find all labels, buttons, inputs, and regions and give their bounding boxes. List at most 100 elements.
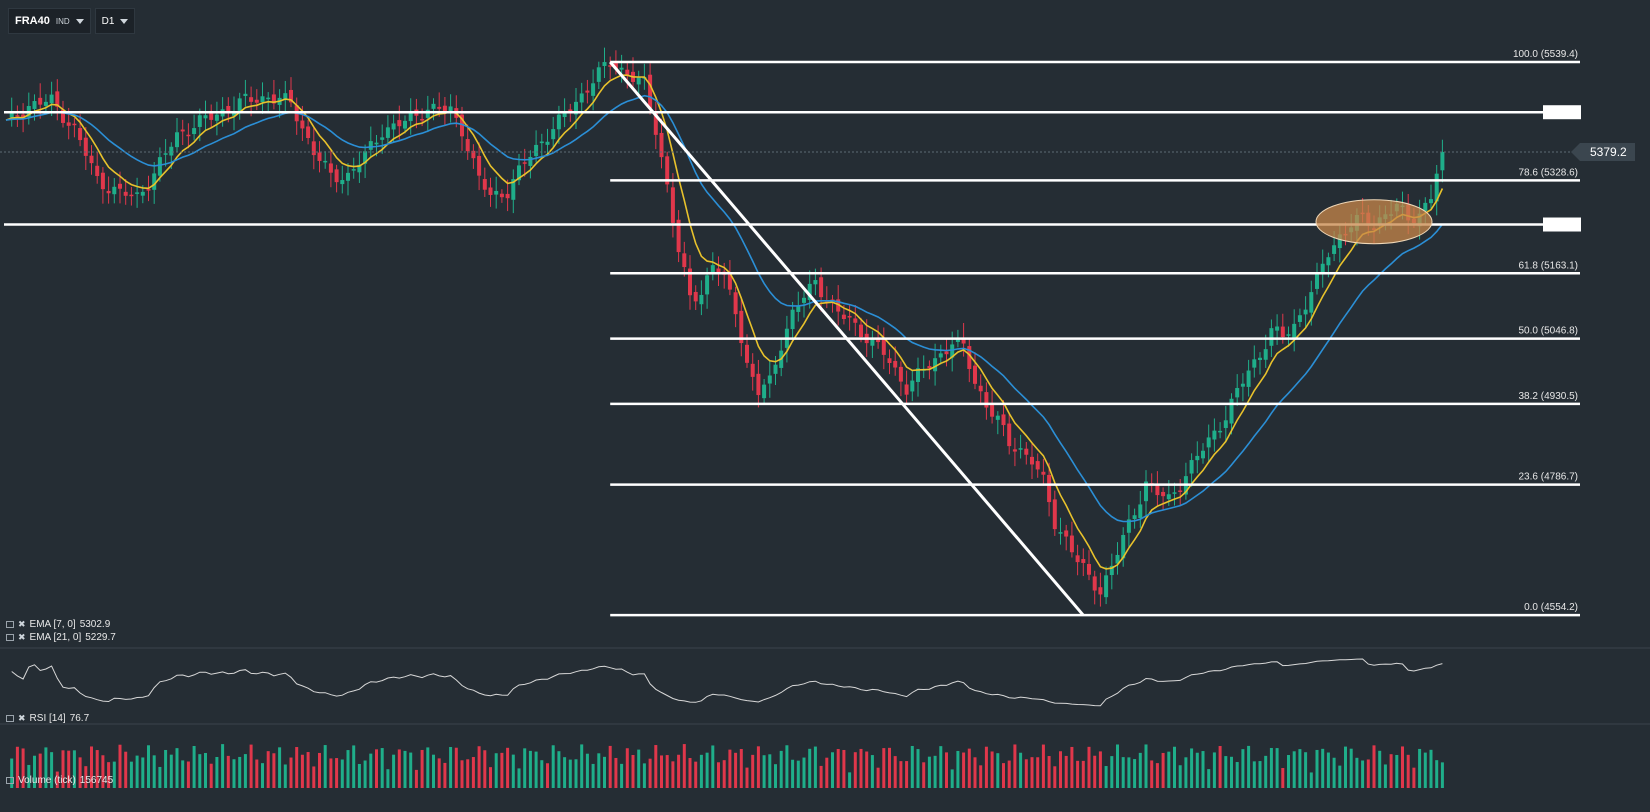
volume-bar [711,745,715,788]
candle-body [1315,272,1319,289]
volume-bar [842,749,846,788]
volume-bar [1338,765,1342,788]
volume-bar [608,745,612,788]
volume-bar [204,752,207,788]
candle-body [1263,349,1268,360]
volume-bar [568,759,572,788]
volume-bar [1292,751,1296,788]
volume-bar [1098,751,1102,788]
volume-bar [785,745,789,788]
candle-body [910,380,915,392]
volume-bar [420,749,424,788]
volume-bar [471,757,475,788]
candle-body [260,96,265,103]
indicator-settings-icon[interactable] [6,621,14,628]
candle-body [152,173,157,190]
volume-bar [278,747,282,788]
volume-bar [1144,744,1148,788]
volume-bar [55,771,59,788]
volume-bar [414,769,418,788]
candle-body [995,415,1000,420]
candle-body [841,314,846,319]
volume-bar [380,748,384,788]
candle-body [186,134,191,137]
candle-body [32,101,37,109]
candle-body [591,83,596,96]
volume-bar [460,760,464,788]
volume-bar [243,754,247,788]
trend-line[interactable] [609,61,1085,617]
candle-body [1429,199,1433,204]
volume-bar [882,748,886,788]
candle-body [1258,357,1262,360]
candle-body [380,137,385,140]
candle-body [750,363,755,377]
volume-bar [1418,748,1422,788]
volume-bar [1110,756,1114,788]
candle-body [425,109,430,118]
level-handle[interactable] [1543,217,1581,232]
volume-bar [1036,757,1040,788]
volume-bar [181,760,185,788]
indicator-settings-icon[interactable] [6,777,14,784]
volume-bar [1030,757,1034,788]
volume-bar [1155,763,1159,788]
volume-bar [323,745,327,788]
volume-bar [1395,754,1399,788]
volume-bar [1355,757,1359,788]
volume-bar [232,759,236,788]
volume-bar [962,752,966,788]
volume-bar [335,758,339,788]
volume-bar [466,759,470,788]
volume-bar [973,757,977,788]
candle-body [271,94,276,104]
fib-level-label: 38.2 (4930.5) [1519,391,1579,402]
close-icon[interactable]: ✖ [18,619,26,629]
volume-bar [819,765,823,788]
close-icon[interactable]: ✖ [18,713,26,723]
volume-bar [437,758,441,788]
volume-bar [329,758,333,788]
candle-body [1007,423,1012,447]
ema-slow-line [5,94,1444,523]
volume-bar [551,745,555,788]
candle-body [1104,575,1109,598]
volume-bar [272,753,276,788]
volume-bar [625,748,629,788]
candle-body [773,364,778,374]
volume-bar [1064,755,1068,788]
candle-body [1275,326,1280,331]
candle-body [619,67,624,70]
volume-bar [1121,757,1125,788]
volume-bar [563,757,567,788]
volume-bar [1332,757,1336,788]
volume-bar [306,752,310,788]
candle-body [100,172,105,190]
highlight-ellipse[interactable] [1315,199,1433,245]
volume-bar [728,749,732,788]
candle-body [1069,535,1074,553]
volume-bar [853,752,857,788]
volume-bar [1326,752,1330,788]
candle-body [904,384,909,395]
candle-body [317,152,322,161]
volume-bar [403,750,407,788]
volume-bar [44,747,48,788]
volume-bar [660,755,663,788]
volume-bar [893,756,897,788]
candle-body [1109,565,1114,576]
candle-body [967,346,972,369]
timeframe-selector[interactable]: D1 [94,8,136,34]
volume-bar [489,767,492,788]
close-icon[interactable]: ✖ [18,632,26,642]
symbol-selector[interactable]: FRA40 IND [8,8,91,34]
indicator-settings-icon[interactable] [6,634,14,641]
candle-body [403,120,407,129]
indicator-settings-icon[interactable] [6,715,14,722]
candle-body [1292,323,1297,338]
candle-body [1001,414,1006,426]
candle-body [881,339,886,355]
candle-body [21,114,26,118]
level-handle[interactable] [1543,105,1581,120]
